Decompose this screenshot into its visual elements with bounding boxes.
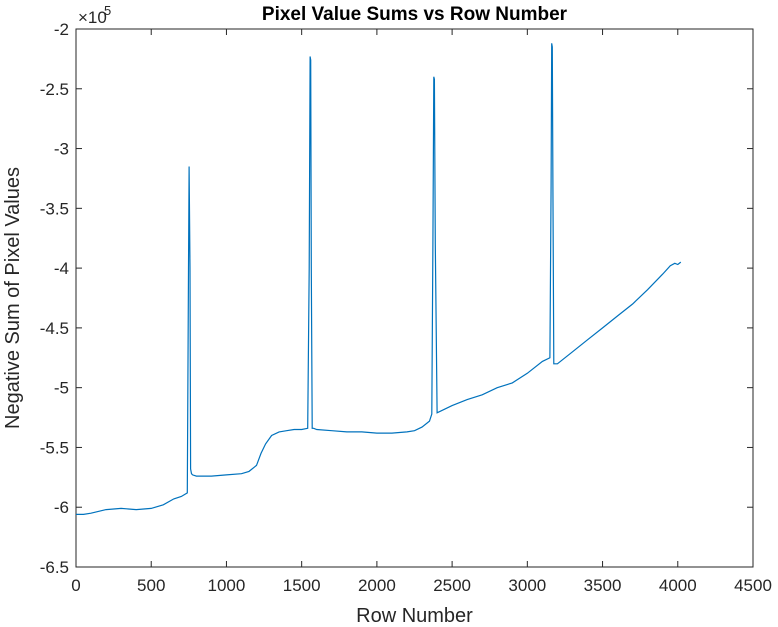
y-tick-label: -5 [54,379,69,398]
y-tick-label: -2 [54,20,69,39]
x-tick-label: 2500 [433,576,471,595]
y-exponent-base: ×10 [78,8,107,27]
chart-title: Pixel Value Sums vs Row Number [262,4,568,25]
x-tick-label: 1500 [283,576,321,595]
y-tick-label: -3 [54,140,69,159]
x-tick-label: 0 [71,576,80,595]
y-axis-label: Negative Sum of Pixel Values [2,167,24,429]
y-exponent: ×10 5 [78,3,111,27]
y-axis-ticks: -6.5 -6 -5.5 -5 -4.5 -4 -3.5 -3 -2.5 -2 [40,20,753,577]
x-axis-ticks: 0 500 1000 1500 2000 2500 3000 3500 4000 4500 [71,29,772,595]
y-tick-label: -5.5 [40,438,69,457]
y-exponent-power: 5 [104,3,111,18]
y-tick-label: -2.5 [40,80,69,99]
x-axis-label: Row Number [356,605,473,627]
x-tick-label: 1000 [208,576,246,595]
y-tick-label: -4.5 [40,319,69,338]
x-tick-label: 2000 [358,576,396,595]
x-tick-label: 4500 [734,576,772,595]
y-tick-label: -3.5 [40,199,69,218]
x-tick-label: 3500 [584,576,622,595]
x-tick-label: 500 [137,576,165,595]
y-tick-label: -6.5 [40,558,69,577]
x-tick-label: 3000 [508,576,546,595]
plot-area [75,28,754,568]
y-tick-label: -4 [54,259,69,278]
series-line [76,43,682,515]
x-tick-label: 4000 [659,576,697,595]
y-tick-label: -6 [54,498,69,517]
